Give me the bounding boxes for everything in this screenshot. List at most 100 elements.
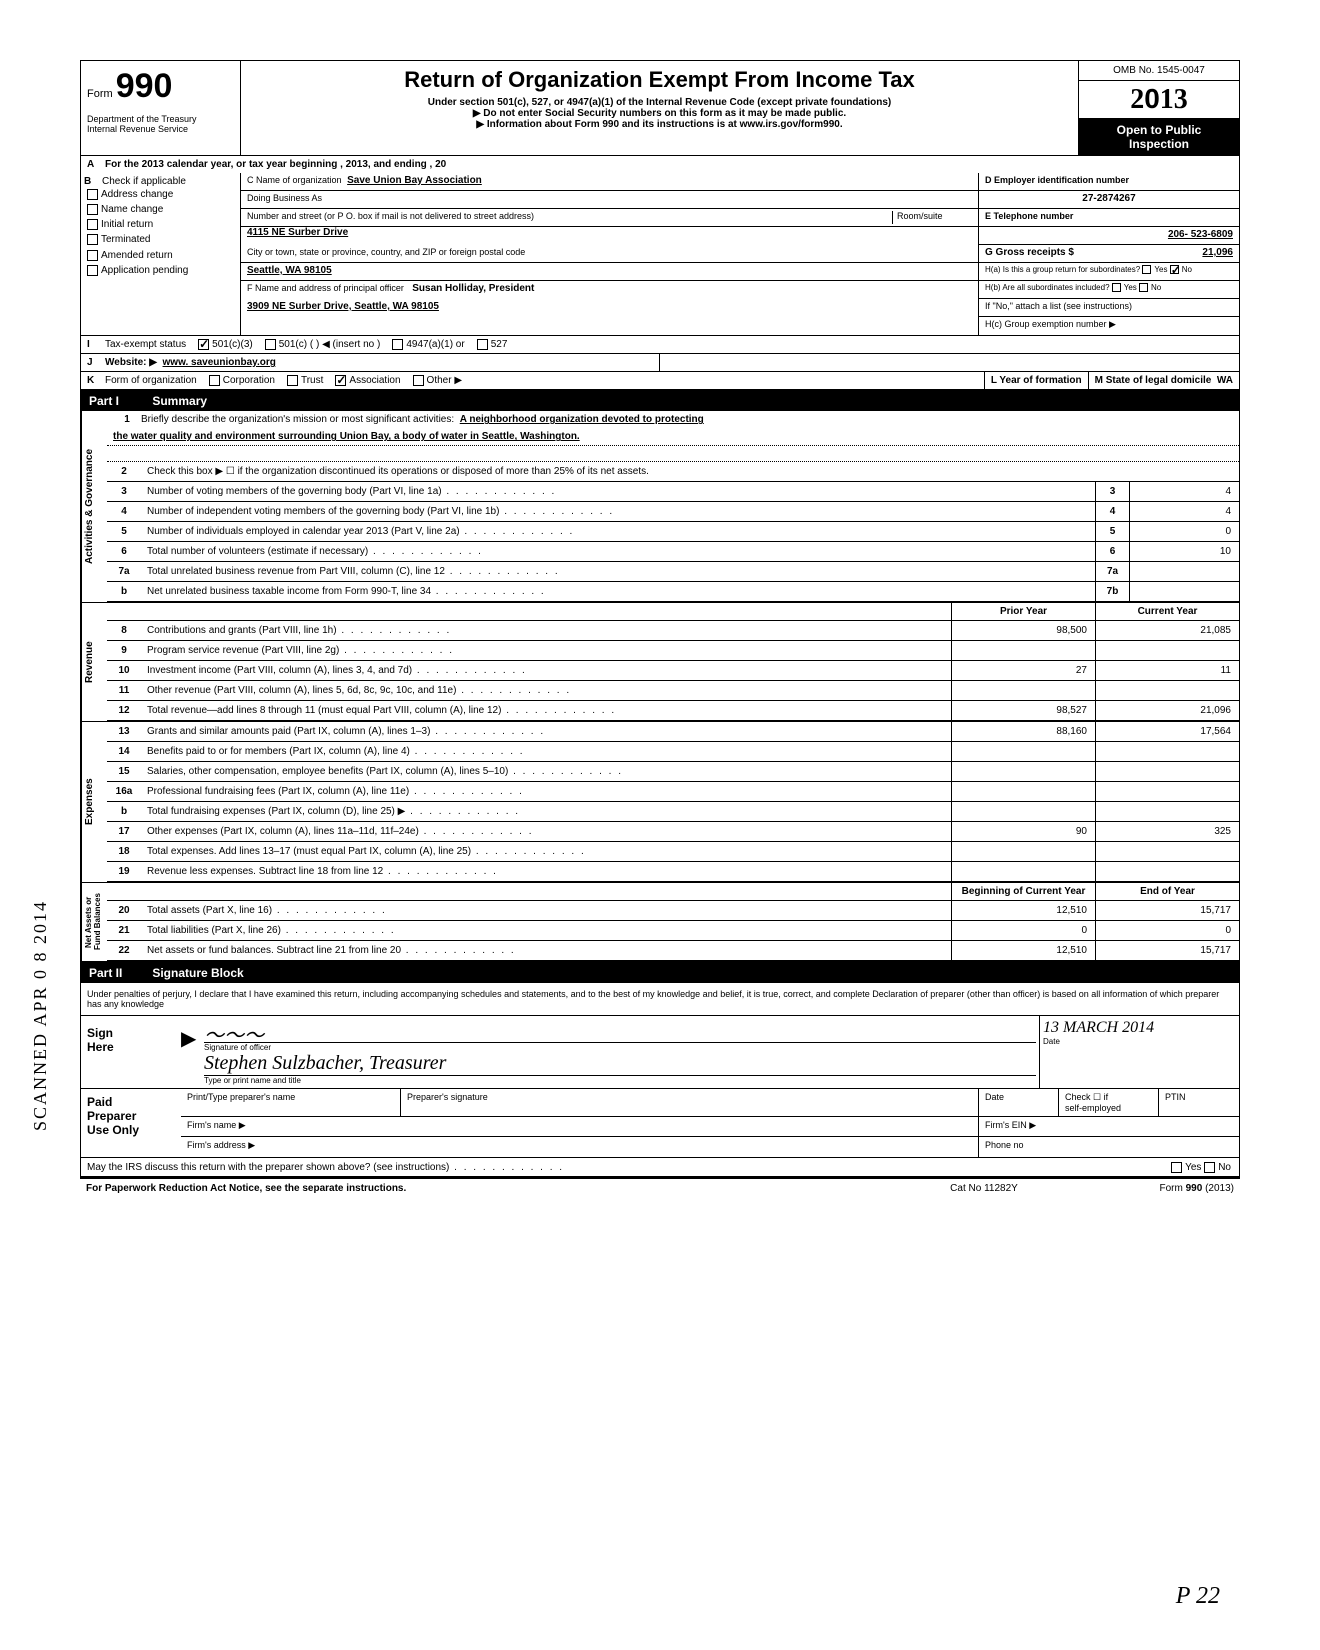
paid-preparer-section: Paid Preparer Use Only Print/Type prepar…	[81, 1089, 1239, 1158]
cb-app-pending[interactable]	[87, 265, 98, 276]
gross-receipts: 21,096	[1202, 247, 1233, 260]
tax-year: 2013	[1079, 81, 1239, 119]
summary-line: 11Other revenue (Part VIII, column (A), …	[107, 681, 1239, 701]
cb-assoc[interactable]	[335, 375, 346, 386]
part-1-header: Part I Summary	[81, 391, 1239, 411]
street-address: 4115 NE Surber Drive	[247, 227, 348, 238]
net-assets-section: Net Assets or Fund Balances Beginning of…	[81, 883, 1239, 963]
summary-line: 22Net assets or fund balances. Subtract …	[107, 941, 1239, 961]
summary-line: bNet unrelated business taxable income f…	[107, 582, 1239, 602]
col-degh: D Employer identification number 27-2874…	[979, 173, 1239, 335]
summary-line: 6Total number of volunteers (estimate if…	[107, 542, 1239, 562]
summary-line: 16aProfessional fundraising fees (Part I…	[107, 782, 1239, 802]
cb-hb-yes[interactable]	[1112, 283, 1121, 292]
ssn-warning: ▶ Do not enter Social Security numbers o…	[247, 108, 1072, 119]
cb-501c[interactable]	[265, 339, 276, 350]
activities-governance-section: Activities & Governance 1Briefly describ…	[81, 411, 1239, 603]
summary-line: 21Total liabilities (Part X, line 26)00	[107, 921, 1239, 941]
summary-line: 4Number of independent voting members of…	[107, 502, 1239, 522]
sign-arrow-icon: ▶	[181, 1016, 201, 1088]
row-a-tax-year: AFor the 2013 calendar year, or tax year…	[81, 156, 1239, 173]
summary-line: 18Total expenses. Add lines 13–17 (must …	[107, 842, 1239, 862]
vtab-revenue: Revenue	[81, 603, 107, 721]
mission-line1: A neighborhood organization devoted to p…	[460, 414, 704, 425]
summary-line: 3Number of voting members of the governi…	[107, 482, 1239, 502]
row-k: KForm of organization Corporation Trust …	[81, 372, 1239, 391]
summary-line: bTotal fundraising expenses (Part IX, co…	[107, 802, 1239, 822]
dept-treasury: Department of the Treasury Internal Reve…	[87, 114, 234, 134]
may-irs-discuss: May the IRS discuss this return with the…	[81, 1158, 1239, 1178]
cb-name-change[interactable]	[87, 204, 98, 215]
state-domicile: WA	[1217, 375, 1233, 386]
website: www. saveunionbay.org	[163, 357, 276, 368]
header-right: OMB No. 1545-0047 2013 Open to Public In…	[1079, 61, 1239, 155]
summary-line: 7aTotal unrelated business revenue from …	[107, 562, 1239, 582]
expenses-section: Expenses 13Grants and similar amounts pa…	[81, 722, 1239, 883]
col-c-fields: C Name of organization Save Union Bay As…	[241, 173, 979, 335]
row-jk: JWebsite: ▶ www. saveunionbay.org	[81, 354, 1239, 372]
cb-4947[interactable]	[392, 339, 403, 350]
open-public-badge: Open to Public Inspection	[1079, 119, 1239, 155]
vtab-net: Net Assets or Fund Balances	[81, 883, 107, 961]
summary-line: 13Grants and similar amounts paid (Part …	[107, 722, 1239, 742]
cb-trust[interactable]	[287, 375, 298, 386]
form-subtitle: Under section 501(c), 527, or 4947(a)(1)…	[247, 97, 1072, 108]
summary-line: 15Salaries, other compensation, employee…	[107, 762, 1239, 782]
cb-amended[interactable]	[87, 250, 98, 261]
info-link: ▶ Information about Form 990 and its ins…	[247, 119, 1072, 130]
form-990-container: Form 990 Department of the Treasury Inte…	[80, 60, 1240, 1179]
begin-end-header: Beginning of Current Year End of Year	[107, 883, 1239, 901]
cb-hb-no[interactable]	[1139, 283, 1148, 292]
org-name: Save Union Bay Association	[347, 175, 482, 186]
sign-date: 13 MARCH 2014	[1043, 1019, 1236, 1037]
revenue-section: Revenue Prior Year Current Year 8Contrib…	[81, 603, 1239, 722]
prior-current-header: Prior Year Current Year	[107, 603, 1239, 621]
header-center: Return of Organization Exempt From Incom…	[241, 61, 1079, 155]
section-bcd: BCheck if applicable Address change Name…	[81, 173, 1239, 336]
row-i-tax-exempt: ITax-exempt status 501(c)(3) 501(c) ( ) …	[81, 336, 1239, 354]
cb-527[interactable]	[477, 339, 488, 350]
form-footer: For Paperwork Reduction Act Notice, see …	[80, 1179, 1240, 1198]
vtab-expenses: Expenses	[81, 722, 107, 882]
summary-line: 8Contributions and grants (Part VIII, li…	[107, 621, 1239, 641]
header-left: Form 990 Department of the Treasury Inte…	[81, 61, 241, 155]
omb-number: OMB No. 1545-0047	[1079, 61, 1239, 81]
form-label: Form	[87, 88, 113, 100]
cb-ha-no[interactable]	[1170, 265, 1179, 274]
summary-line: 10Investment income (Part VIII, column (…	[107, 661, 1239, 681]
phone-value: 206- 523-6809	[979, 227, 1239, 245]
cb-ha-yes[interactable]	[1142, 265, 1151, 274]
cb-501c3[interactable]	[198, 339, 209, 350]
summary-line: 20Total assets (Part X, line 16)12,51015…	[107, 901, 1239, 921]
cb-other[interactable]	[413, 375, 424, 386]
signature-scribble: ～～～	[204, 1025, 264, 1047]
form-number: 990	[116, 67, 173, 105]
cb-initial-return[interactable]	[87, 219, 98, 230]
part-2-header: Part II Signature Block	[81, 963, 1239, 983]
form-title: Return of Organization Exempt From Incom…	[247, 67, 1072, 93]
summary-line: 9Program service revenue (Part VIII, lin…	[107, 641, 1239, 661]
summary-line: 12Total revenue—add lines 8 through 11 (…	[107, 701, 1239, 721]
cb-corp[interactable]	[209, 375, 220, 386]
col-b-checkboxes: BCheck if applicable Address change Name…	[81, 173, 241, 335]
signer-name: Stephen Sulzbacher, Treasurer	[204, 1052, 446, 1074]
page-number-handwritten: P 22	[1176, 1583, 1220, 1610]
cb-irs-yes[interactable]	[1171, 1162, 1182, 1173]
cb-irs-no[interactable]	[1204, 1162, 1215, 1173]
principal-officer: Susan Holliday, President	[412, 283, 534, 294]
summary-line: 19Revenue less expenses. Subtract line 1…	[107, 862, 1239, 882]
summary-line: 14Benefits paid to or for members (Part …	[107, 742, 1239, 762]
officer-address: 3909 NE Surber Drive, Seattle, WA 98105	[247, 301, 439, 312]
scanned-stamp: SCANNED APR 0 8 2014	[30, 900, 51, 1131]
ein-value: 27-2874267	[979, 191, 1239, 209]
city-state-zip: Seattle, WA 98105	[247, 265, 332, 276]
vtab-activities: Activities & Governance	[81, 411, 107, 602]
perjury-statement: Under penalties of perjury, I declare th…	[81, 983, 1239, 1016]
summary-line: 5Number of individuals employed in calen…	[107, 522, 1239, 542]
cb-address-change[interactable]	[87, 189, 98, 200]
sign-here-row: Sign Here ▶ ～～～ Signature of officer Ste…	[81, 1016, 1239, 1089]
cb-terminated[interactable]	[87, 234, 98, 245]
form-header: Form 990 Department of the Treasury Inte…	[81, 61, 1239, 156]
mission-line2: the water quality and environment surrou…	[113, 431, 580, 442]
summary-line: 17Other expenses (Part IX, column (A), l…	[107, 822, 1239, 842]
